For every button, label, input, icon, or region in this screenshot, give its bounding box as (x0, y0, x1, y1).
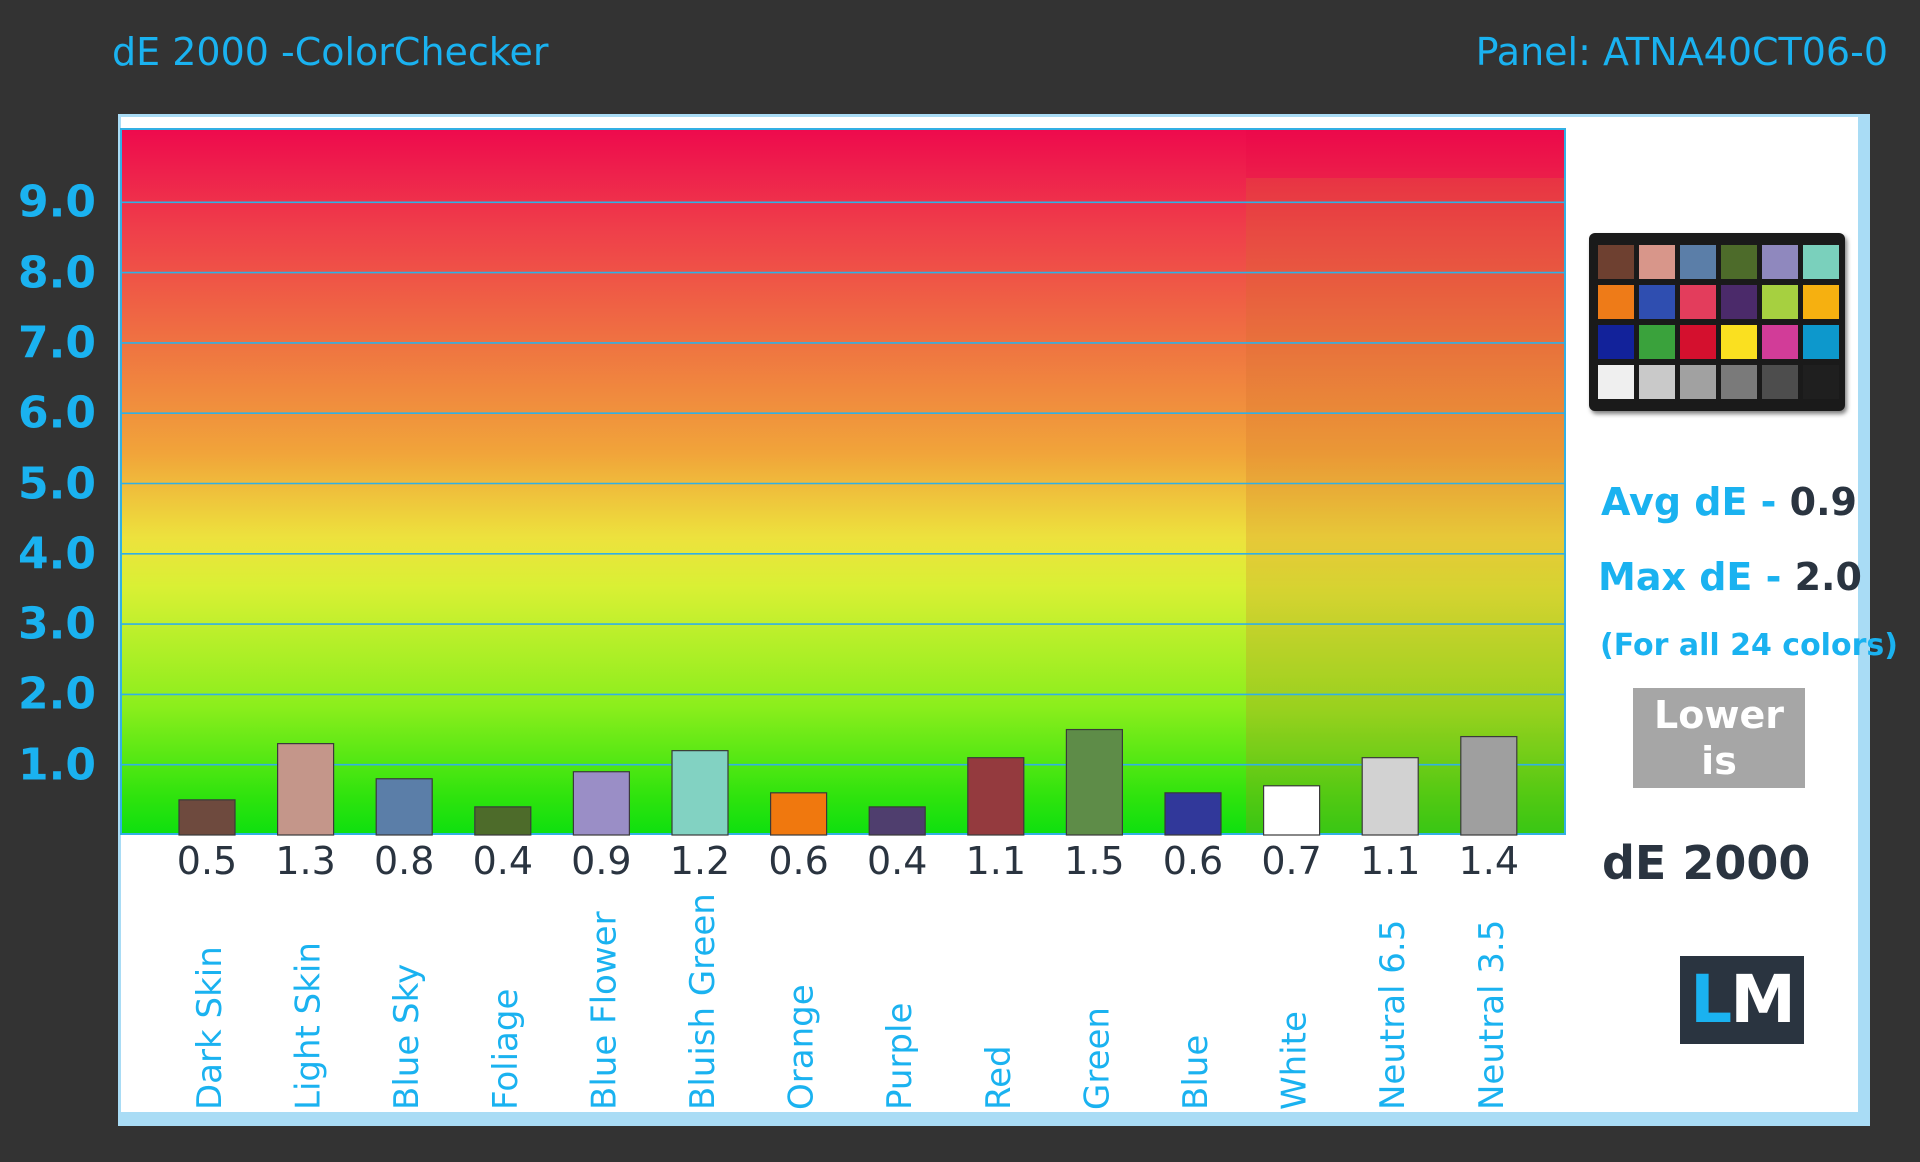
checker-swatch (1762, 285, 1798, 319)
color-count-note: (For all 24 colors) (1600, 628, 1898, 663)
data-label: 1.4 (1459, 839, 1519, 883)
data-label: 1.1 (1360, 839, 1420, 883)
x-tick-label: Blue Sky (387, 964, 427, 1110)
x-tick-label: Light Skin (289, 942, 329, 1110)
unit-label: dE 2000 (1602, 836, 1811, 890)
max-de: Max dE - 2.0 (1598, 555, 1862, 599)
x-tick-label: Blue (1176, 1035, 1216, 1110)
chart-title: dE 2000 -ColorChecker (112, 30, 549, 74)
checker-swatch (1598, 325, 1634, 359)
grayscale-zone-top (1246, 130, 1564, 178)
badge-line-1: Lower is (1654, 693, 1784, 783)
x-tick-label: Orange (782, 984, 822, 1110)
checker-swatch (1598, 285, 1634, 319)
logo-letter-m: M (1730, 961, 1796, 1038)
x-tick-label: Green (1077, 1007, 1117, 1110)
data-label: 1.2 (670, 839, 730, 883)
checker-swatch (1803, 285, 1839, 319)
y-tick-label: 5.0 (18, 458, 96, 509)
y-tick-label: 6.0 (18, 387, 96, 439)
checker-swatch (1762, 325, 1798, 359)
lower-is-better-badge: Lower is better (1633, 688, 1805, 829)
checker-swatch (1803, 365, 1839, 399)
data-label: 0.4 (473, 839, 533, 883)
checker-swatch (1762, 245, 1798, 279)
checker-swatch (1721, 325, 1757, 359)
bar (1065, 728, 1124, 836)
y-tick-label: 1.0 (18, 739, 96, 791)
data-label: 1.5 (1064, 839, 1124, 883)
x-tick-label: Neutral 3.5 (1472, 920, 1512, 1110)
badge-line-2: better (1652, 785, 1786, 829)
y-tick-label: 2.0 (18, 668, 96, 720)
x-tick-label: Red (979, 1045, 1019, 1110)
x-tick-label: Dark Skin (190, 946, 230, 1110)
data-label: 0.8 (374, 839, 434, 883)
checker-swatch (1598, 365, 1634, 399)
x-tick-label: Foliage (486, 989, 526, 1110)
checker-swatch (1721, 285, 1757, 319)
data-label: 0.7 (1261, 839, 1321, 883)
data-label: 0.4 (867, 839, 927, 883)
data-label: 0.6 (768, 839, 828, 883)
x-tick-label: White (1275, 1011, 1315, 1110)
x-tick-label: Neutral 6.5 (1373, 920, 1413, 1110)
y-tick-label: 9.0 (18, 176, 96, 228)
bar (769, 792, 828, 836)
logo-letter-l: L (1690, 961, 1732, 1038)
checker-swatch (1762, 365, 1798, 399)
checker-swatch (1803, 325, 1839, 359)
bar (967, 757, 1025, 836)
max-de-value: 2.0 (1794, 555, 1862, 599)
data-label: 1.1 (966, 839, 1026, 883)
bar (671, 750, 729, 836)
checker-swatch (1639, 285, 1675, 319)
bar (1361, 757, 1419, 836)
x-tick-label: Purple (880, 1003, 920, 1110)
bar (1164, 792, 1222, 836)
y-tick-label: 7.0 (18, 317, 96, 369)
checker-swatch (1680, 245, 1716, 279)
lm-logo: LM (1680, 956, 1804, 1044)
data-label: 0.6 (1163, 839, 1223, 883)
panel-id: Panel: ATNA40CT06-0 (1475, 30, 1888, 74)
max-de-label: Max dE - (1598, 555, 1782, 599)
checker-swatch (1680, 365, 1716, 399)
colorchecker-image (1589, 233, 1845, 411)
y-tick-label: 8.0 (18, 247, 96, 299)
y-tick-label: 3.0 (18, 598, 96, 650)
bar (178, 799, 236, 836)
grayscale-zone (1246, 178, 1564, 833)
plot-area (120, 128, 1566, 835)
checker-swatch (1680, 325, 1716, 359)
y-tick-label: 4.0 (18, 528, 96, 580)
checker-swatch (1680, 285, 1716, 319)
bar (572, 771, 631, 836)
checker-swatch (1598, 245, 1634, 279)
bar (1460, 735, 1518, 836)
bar (1262, 785, 1321, 836)
avg-de: Avg dE - 0.9 (1601, 480, 1857, 524)
avg-de-label: Avg dE - (1601, 480, 1777, 524)
bar (868, 806, 926, 836)
data-label: 0.5 (177, 839, 237, 883)
checker-swatch (1721, 245, 1757, 279)
x-tick-label: Blue Flower (584, 911, 624, 1110)
bar (277, 743, 335, 836)
checker-swatch (1639, 365, 1675, 399)
bar (474, 806, 532, 836)
bar (375, 778, 433, 836)
checker-swatch (1721, 365, 1757, 399)
data-label: 1.3 (275, 839, 335, 883)
avg-de-value: 0.9 (1789, 480, 1857, 524)
checker-swatch (1803, 245, 1839, 279)
checker-swatch (1639, 245, 1675, 279)
data-label: 0.9 (571, 839, 631, 883)
x-tick-label: Bluish Green (683, 893, 723, 1110)
checker-swatch (1639, 325, 1675, 359)
